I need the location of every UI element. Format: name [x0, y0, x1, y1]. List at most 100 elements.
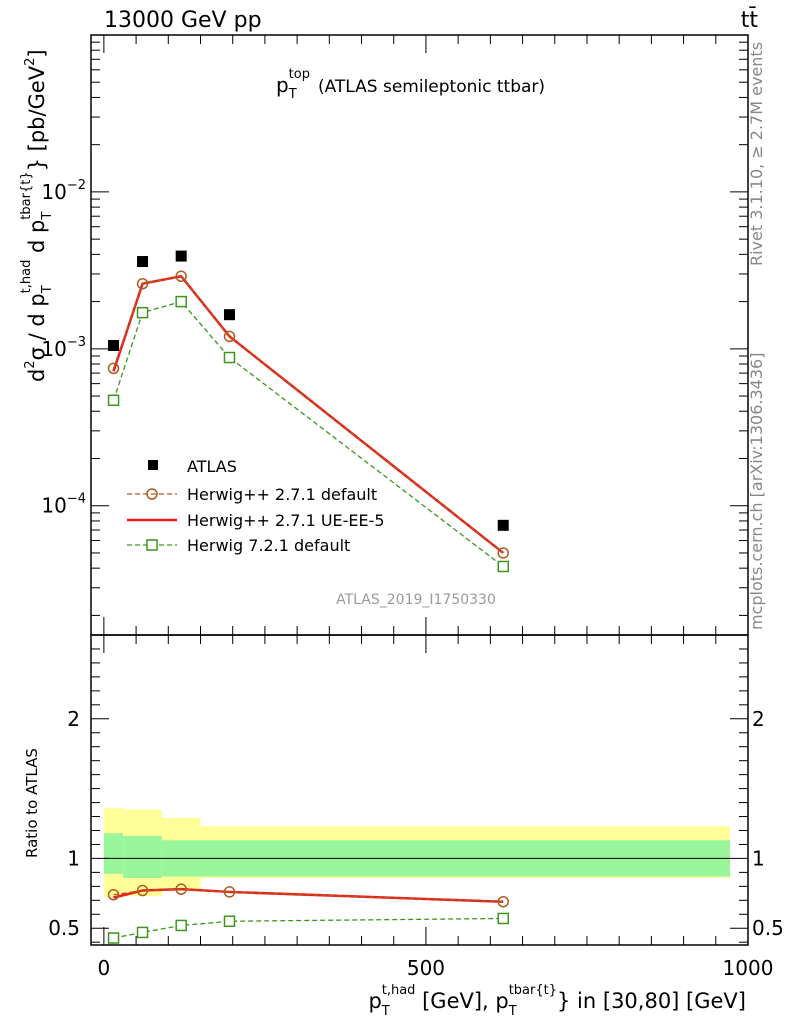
ratio-y-tick-label-left: 1: [67, 846, 80, 870]
main-series-3-point: [497, 519, 509, 531]
main-series-0-point: [175, 295, 187, 308]
x-tick-label: 0: [98, 956, 111, 980]
ratio-frame: [90, 634, 749, 946]
main-y-tick-label-exp: −3: [67, 335, 86, 350]
xlabel-T1: T: [381, 1004, 390, 1019]
ratio-y-tick-label-right: 2: [752, 707, 765, 731]
main-panel: pTtop(ATLAS semileptonic ttbar) d2σ / d …: [19, 34, 749, 636]
main-series-0-point: [497, 560, 509, 573]
ratio-series-0-point: [175, 919, 187, 932]
xlabel-mid: [GeV], p: [415, 989, 508, 1013]
x-ticks: 0 500 1000: [98, 35, 774, 980]
ratio-series-2-point: [107, 888, 120, 901]
ylabel-T1: T: [40, 285, 55, 294]
ratio-series-0-point: [136, 926, 149, 939]
main-y-tick-label-base: 10: [41, 337, 66, 361]
mcplots-label: mcplots.cern.ch [arXiv:1306.3436]: [747, 353, 766, 630]
title-p: p: [276, 73, 289, 97]
ratio-series-0-point: [223, 915, 236, 928]
ratio-y-tick-label-right: 1: [752, 846, 765, 870]
main-y-axis-label: d2σ / d pTt,had d pTtbar{t}} [pb/GeV2]: [19, 49, 55, 382]
xlabel-tbar: tbar{t}: [509, 983, 557, 998]
main-series-2-point: [175, 270, 187, 283]
main-series-2-line: [112, 275, 504, 554]
analysis-watermark: ATLAS_2019_I1750330: [336, 592, 496, 608]
legend-entry-herwigpp-ueee5: Herwig++ 2.7.1 UE-EE-5: [127, 511, 385, 530]
ratio-y-tick-label-left: 2: [67, 707, 80, 731]
ratio-series: [107, 883, 509, 944]
ylabel-brace-unit: } [pb/GeV: [25, 65, 49, 171]
main-series-2-point: [497, 547, 509, 559]
main-series-3-point: [223, 309, 235, 321]
ratio-y-axis-label: Ratio to ATLAS: [23, 748, 41, 858]
main-title: pTtop (ATLAS semileptonic ttbar): [276, 67, 545, 102]
ratio-series-2-point: [175, 883, 187, 895]
stat-uncertainty-band: [103, 833, 124, 874]
main-series-3-point: [108, 339, 120, 351]
ratio-panel: 0.5 0.51 12 2 0 500 1000 Ratio to ATLAS pTt,h…: [23, 35, 784, 1019]
ylabel-two: 2: [23, 360, 38, 368]
legend-atlas-marker: [148, 460, 158, 470]
legend-herwig7-default-label: Herwig 7.2.1 default: [187, 536, 350, 555]
main-series: [107, 250, 509, 573]
main-y-tick-label: 10−2: [41, 178, 86, 204]
ratio-y-tick-label-left: 0.5: [48, 916, 80, 940]
x-tick-label: 1000: [723, 956, 774, 980]
ylabel-dp: d p: [25, 220, 49, 260]
main-series-2-point: [136, 277, 149, 290]
title-sub: T: [288, 87, 297, 102]
main-series-0-point: [107, 394, 120, 407]
ratio-series-0-line: [113, 917, 504, 939]
xlabel-thad: t,had: [382, 983, 416, 998]
ylabel-unit-sup: 2: [23, 58, 38, 66]
main-series-2-point: [107, 362, 120, 375]
x-tick-label: 500: [407, 956, 445, 980]
main-y-tick-label-base: 10: [41, 494, 66, 518]
main-y-tick-label-exp: −4: [67, 492, 86, 507]
legend-entry-herwig7-default: Herwig 7.2.1 default: [127, 536, 350, 555]
main-series-0-point: [136, 306, 149, 319]
main-y-tick-label: 10−4: [41, 492, 86, 518]
ratio-bands: [103, 808, 730, 898]
legend: ATLAS Herwig++ 2.7.1 default Herwig++ 2.…: [127, 457, 385, 555]
ratio-y-tick-label-right: 0.5: [752, 916, 784, 940]
x-axis-label: pTt,had [GeV], pTtbar{t}} in [30,80] [Ge…: [368, 983, 746, 1019]
main-series-2-point: [223, 330, 236, 343]
process-label: tt̄: [741, 7, 759, 33]
legend-entry-herwigpp-default: Herwig++ 2.7.1 default: [127, 485, 377, 504]
rivet-label: Rivet 3.1.10, ≥ 2.7M events: [747, 42, 766, 266]
xlabel-T2: T: [508, 1004, 517, 1019]
ylabel-tbar: tbar{t}: [19, 171, 34, 219]
main-y-tick-label-base: 10: [41, 180, 66, 204]
ylabel-thad: t,had: [19, 260, 34, 294]
ratio-series-2-point: [136, 884, 149, 897]
ratio-series-0-point: [497, 912, 509, 925]
energy-label: 13000 GeV pp: [104, 8, 262, 33]
ylabel-sigma: σ / d p: [25, 293, 49, 360]
legend-herwig7-default-marker: [146, 539, 158, 551]
ratio-series-2-point: [223, 886, 236, 898]
main-series-3-point: [137, 256, 149, 268]
ylabel-d: d: [25, 369, 49, 382]
main-series-0-point: [223, 351, 236, 364]
ratio-y-ticks: 0.5 0.5 1 1 2 2: [48, 648, 784, 943]
xlabel-p: p: [368, 989, 381, 1013]
ratio-series-0-point: [107, 932, 120, 944]
legend-entry-atlas: ATLAS: [148, 457, 237, 476]
legend-atlas-label: ATLAS: [187, 457, 237, 476]
ratio-series-2-point: [497, 895, 509, 908]
main-series-3-point: [175, 250, 187, 262]
stat-uncertainty-band: [123, 836, 162, 878]
main-y-tick-label-exp: −2: [67, 178, 86, 193]
ratio-plot-frame: [90, 634, 749, 946]
main-y-ticks: 10−210−310−4: [41, 34, 748, 616]
xlabel-rest: } in [30,80] [GeV]: [557, 989, 746, 1013]
title-rest: (ATLAS semileptonic ttbar): [318, 77, 545, 97]
legend-herwigpp-ueee5-label: Herwig++ 2.7.1 UE-EE-5: [187, 511, 385, 530]
main-y-tick-label: 10−3: [41, 335, 86, 361]
title-sup: top: [289, 67, 310, 82]
ylabel-close: ]: [25, 49, 49, 57]
ylabel-T2: T: [40, 212, 55, 221]
legend-herwigpp-default-label: Herwig++ 2.7.1 default: [187, 485, 377, 504]
